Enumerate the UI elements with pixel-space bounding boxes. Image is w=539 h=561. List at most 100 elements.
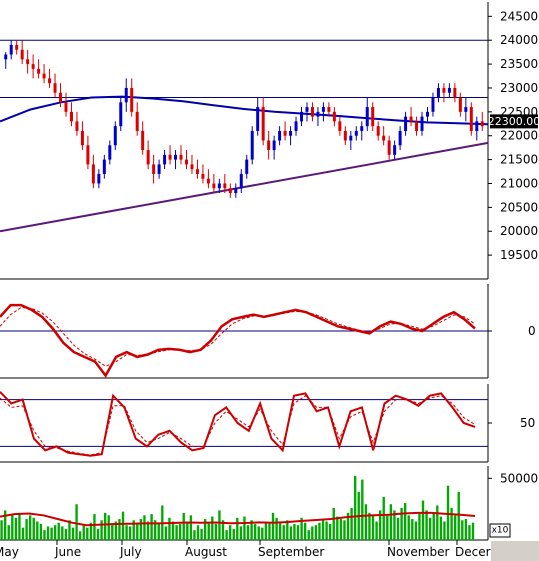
volume-bar [278,522,282,540]
volume-bar [243,516,246,540]
volume-bar [118,519,121,540]
volume-bar [432,512,435,540]
volume-bar [143,515,146,540]
x-tick-label: November [387,545,449,559]
volume-bar [414,521,418,540]
price-candle [141,121,145,155]
price-tick-label: 19500 [500,248,538,262]
candle-body [289,130,293,136]
volume-bar [418,512,421,540]
candle-body [37,68,41,74]
price-candle [48,68,52,88]
volume-bar [336,516,339,540]
candle-body [4,54,8,60]
price-candle [453,83,457,103]
volume-bar [257,526,260,540]
candle-body [26,59,30,65]
oscillator-panel-2: 50 [0,384,535,463]
volume-bar [339,519,343,540]
candle-body [42,73,46,79]
volume-bar [107,515,110,540]
x-tick-label: Decer [455,545,491,559]
price-tick-label: 20000 [500,224,538,238]
volume-bar [328,523,332,540]
price-candle [469,102,473,136]
price-candle [310,102,314,122]
volume-bar [168,517,171,540]
price-candle [184,150,188,170]
volume-bar [268,522,271,540]
price-candle [442,83,446,103]
osc2-signal-line [0,395,476,456]
volume-bar [453,515,457,540]
price-candle [217,178,221,194]
price-candle [431,92,435,117]
price-candle [102,154,106,179]
candle-body [97,173,101,184]
volume-bar [100,520,103,540]
candle-body [431,97,435,112]
price-candle [289,126,293,146]
price-candle [349,130,353,151]
price-candle [464,97,468,122]
candle-body [228,188,232,194]
price-candle [425,107,429,122]
volume-bar [403,503,407,540]
price-moving-average [0,95,489,126]
price-candle [135,102,139,136]
volume-bar [121,511,125,540]
candle-body [453,87,457,98]
candle-body [365,107,369,127]
candle-body [239,173,243,189]
volume-bar [28,515,32,540]
volume-bar [239,526,243,540]
price-candle [256,97,260,136]
price-candle [37,59,41,79]
volume-bar [286,520,289,540]
price-tick-label: 20500 [500,200,538,214]
candle-body [15,44,19,50]
volume-bar [400,507,403,540]
volume-bar [93,514,96,540]
price-candle [206,169,210,189]
price-candle [212,173,216,194]
candle-body [272,140,276,151]
candle-body [387,140,391,155]
candle-body [425,111,429,117]
volume-bar [164,526,168,540]
x-axis: May June July August September November Decer [0,540,539,561]
candle-body [354,130,358,136]
price-candle [415,116,419,136]
volume-bar [96,528,100,540]
volume-bar [375,521,378,540]
candle-body [174,154,178,160]
volume-bar [39,523,43,540]
price-candle [20,40,24,65]
volume-bar [171,521,175,540]
volume-bar [7,525,10,540]
candle-body [64,102,68,112]
candle-body [371,107,375,127]
volume-bar [443,521,446,540]
volume-bar [250,520,253,540]
price-candle [195,159,199,179]
price-candle [480,111,484,131]
price-candle [42,64,46,84]
volume-bar [253,523,257,540]
price-candle [163,150,167,170]
volume-bar [289,526,293,540]
candle-body [48,78,52,84]
price-candle [69,102,73,127]
volume-bar [71,527,75,540]
candle-body [130,87,134,112]
volume-bar [439,516,443,540]
volume-bar [457,491,460,540]
volume-bar [464,519,468,540]
candle-body [436,87,440,98]
volume-bar [18,512,21,540]
volume-bar [103,512,107,540]
volume-bar [353,475,357,540]
candle-body [469,107,473,131]
candle-body [376,126,380,136]
price-candle [398,126,402,151]
